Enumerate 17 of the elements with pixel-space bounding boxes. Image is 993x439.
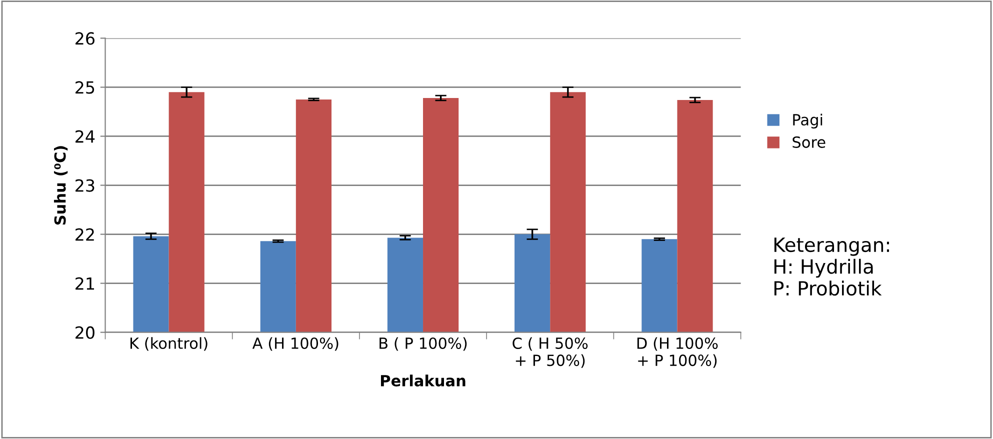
legend-label: Pagi	[793, 114, 822, 128]
y-tick-label: 23	[76, 179, 94, 192]
x-axis-title: Perlakuan	[380, 374, 466, 386]
x-tick-label: B ( P 100%)	[380, 337, 467, 351]
x-tick-label: K (kontrol)	[130, 337, 208, 351]
y-tick-label: 22	[76, 228, 94, 241]
x-tick-label: A (H 100%)	[252, 337, 338, 351]
y-tick-label: 25	[76, 81, 94, 94]
legend-label: Sore	[792, 136, 826, 148]
x-tick-label: D (H 100% + P 100%)	[637, 337, 718, 368]
y-tick-label: 26	[76, 32, 94, 45]
y-axis-title: Suhu (⁰C)	[54, 146, 68, 225]
y-tick-label: 24	[76, 130, 95, 143]
y-tick-label: 20	[76, 326, 94, 339]
text: Keterangan: H: Hydrilla P: Probiotik	[774, 238, 889, 296]
x-tick-label: C ( H 50% + P 50%)	[512, 337, 588, 368]
y-tick-label: 21	[76, 277, 94, 290]
